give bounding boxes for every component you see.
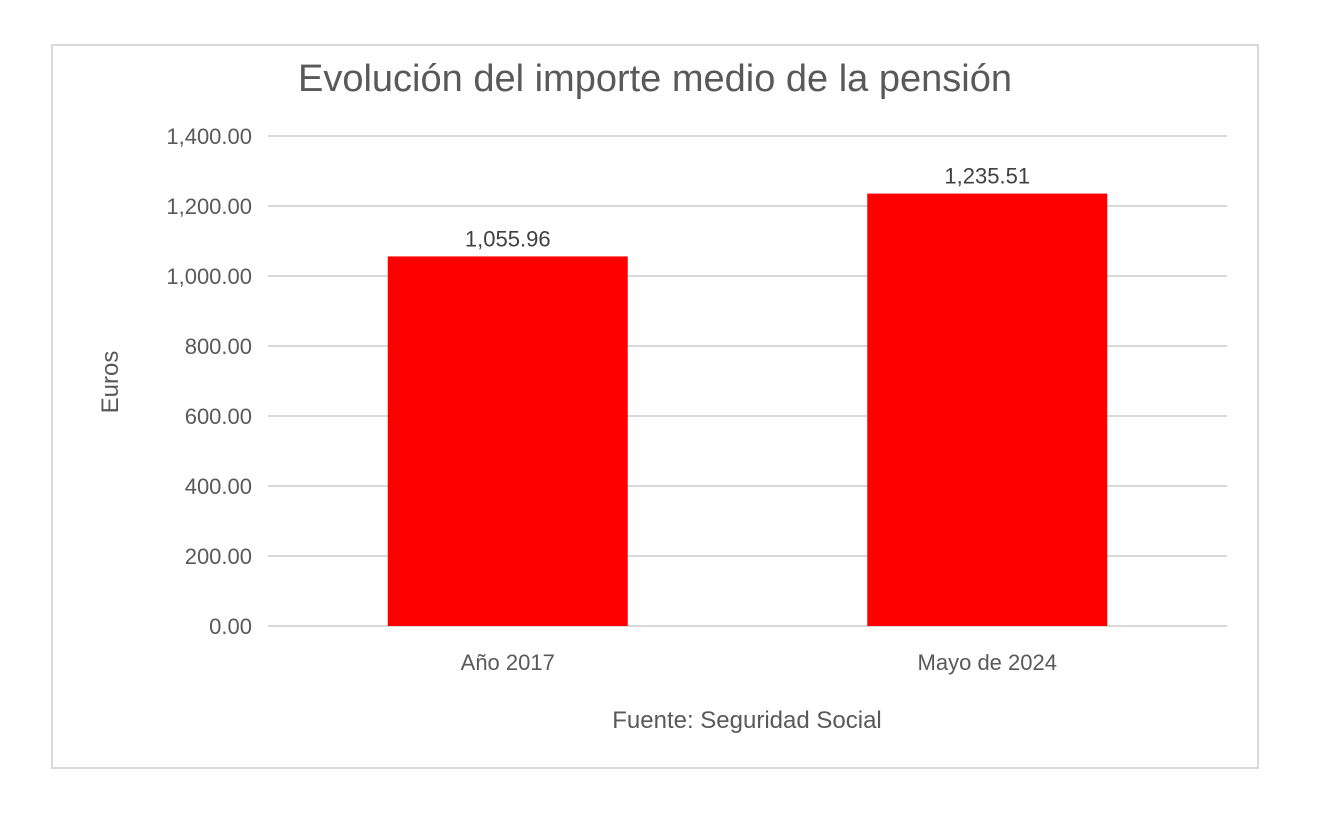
- bars: [387, 193, 1108, 626]
- y-tick-label: 800.00: [185, 334, 252, 359]
- data-labels: 1,055.96 1,235.51: [465, 164, 1030, 252]
- y-tick-label: 200.00: [185, 544, 252, 569]
- chart-title: Evolución del importe medio de la pensió…: [298, 58, 1012, 100]
- bar: [867, 193, 1108, 626]
- bar: [387, 256, 628, 626]
- bar-value-label: 1,235.51: [944, 164, 1030, 189]
- y-tick-label: 0.00: [209, 614, 252, 639]
- y-tick-label: 1,000.00: [166, 264, 252, 289]
- y-tick-label: 600.00: [185, 404, 252, 429]
- x-category-label: Año 2017: [461, 650, 555, 675]
- y-axis-ticks: 0.00 200.00 400.00 600.00 800.00 1,000.00 1,20…: [166, 124, 252, 639]
- bar-value-label: 1,055.96: [465, 226, 551, 251]
- x-axis-categories: Año 2017 Mayo de 2024: [461, 650, 1057, 675]
- y-tick-label: 1,400.00: [166, 124, 252, 149]
- x-axis-label: Fuente: Seguridad Social: [612, 707, 882, 734]
- y-axis-label: Euros: [97, 351, 124, 414]
- y-tick-label: 400.00: [185, 474, 252, 499]
- y-tick-label: 1,200.00: [166, 194, 252, 219]
- x-category-label: Mayo de 2024: [918, 650, 1057, 675]
